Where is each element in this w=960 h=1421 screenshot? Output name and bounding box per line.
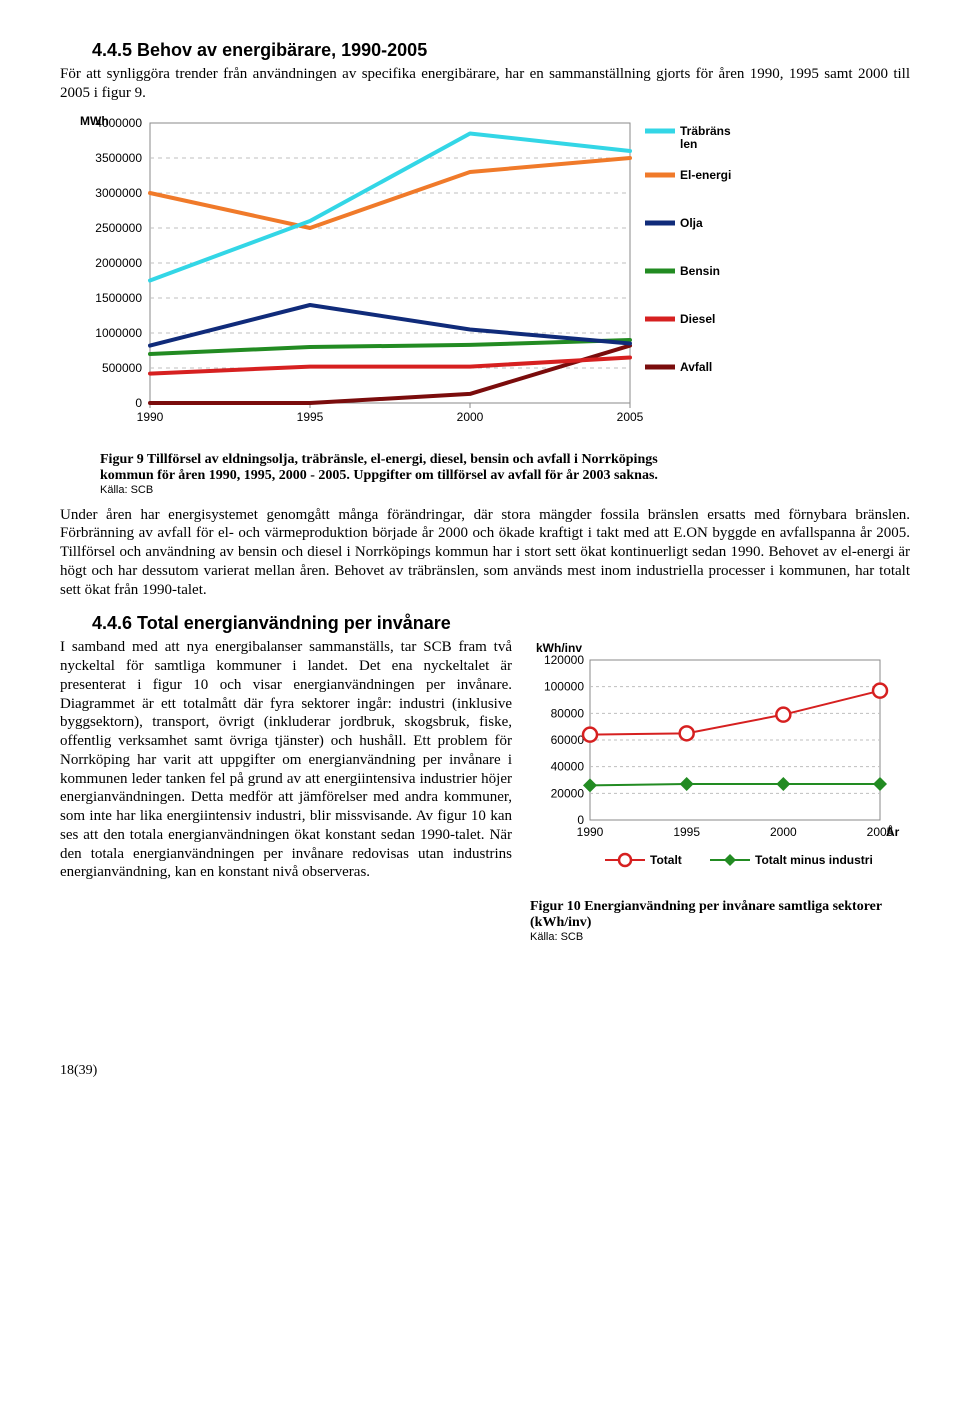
svg-text:MWh: MWh [80, 114, 109, 128]
fig9-caption: Figur 9 Tillförsel av eldningsolja, träb… [100, 452, 690, 484]
svg-text:0: 0 [135, 396, 142, 410]
svg-text:Totalt minus industri: Totalt minus industri [755, 853, 873, 867]
svg-text:1990: 1990 [577, 825, 604, 839]
figure-10: 0200004000060000800001000001200001990199… [530, 638, 910, 953]
svg-text:1995: 1995 [673, 825, 700, 839]
svg-text:Bensin: Bensin [680, 264, 720, 278]
svg-text:kWh/inv: kWh/inv [536, 641, 582, 655]
svg-text:80000: 80000 [551, 707, 585, 721]
intro-445: För att synliggöra trender från användni… [60, 65, 910, 103]
svg-text:Olja: Olja [680, 216, 703, 230]
svg-text:2000: 2000 [457, 410, 484, 424]
svg-text:År: År [886, 824, 900, 839]
svg-text:100000: 100000 [544, 680, 584, 694]
svg-text:El-energi: El-energi [680, 168, 731, 182]
svg-text:Avfall: Avfall [680, 360, 712, 374]
heading-445: 4.4.5 Behov av energibärare, 1990-2005 [92, 40, 910, 61]
heading-446: 4.4.6 Total energianvändning per invånar… [92, 613, 910, 634]
fig10-caption: Figur 10 Energianvändning per invånare s… [530, 899, 910, 931]
svg-text:Totalt: Totalt [650, 853, 682, 867]
svg-text:3000000: 3000000 [95, 186, 142, 200]
svg-text:2005: 2005 [617, 410, 644, 424]
svg-text:3500000: 3500000 [95, 151, 142, 165]
svg-text:500000: 500000 [102, 361, 142, 375]
svg-text:1990: 1990 [137, 410, 164, 424]
svg-text:120000: 120000 [544, 653, 584, 667]
svg-text:2500000: 2500000 [95, 221, 142, 235]
body-text: Under åren har energisystemet genomgått … [60, 506, 910, 600]
page-footer: 18(39) [60, 1063, 910, 1079]
svg-text:Diesel: Diesel [680, 312, 715, 326]
svg-text:1500000: 1500000 [95, 291, 142, 305]
svg-text:2000000: 2000000 [95, 256, 142, 270]
body-446: I samband med att nya energibalanser sam… [60, 638, 512, 953]
fig9-source: Källa: SCB [100, 484, 910, 496]
svg-text:1000000: 1000000 [95, 326, 142, 340]
svg-text:40000: 40000 [551, 760, 585, 774]
svg-text:Träbräns: Träbräns [680, 124, 731, 138]
svg-text:2000: 2000 [770, 825, 797, 839]
svg-text:1995: 1995 [297, 410, 324, 424]
svg-text:60000: 60000 [551, 733, 585, 747]
svg-text:20000: 20000 [551, 787, 585, 801]
figure-9: 0 500000 1000000 1500000 2000000 2500000 30000… [60, 113, 910, 496]
fig10-source: Källa: SCB [530, 931, 910, 943]
svg-text:len: len [680, 137, 697, 151]
